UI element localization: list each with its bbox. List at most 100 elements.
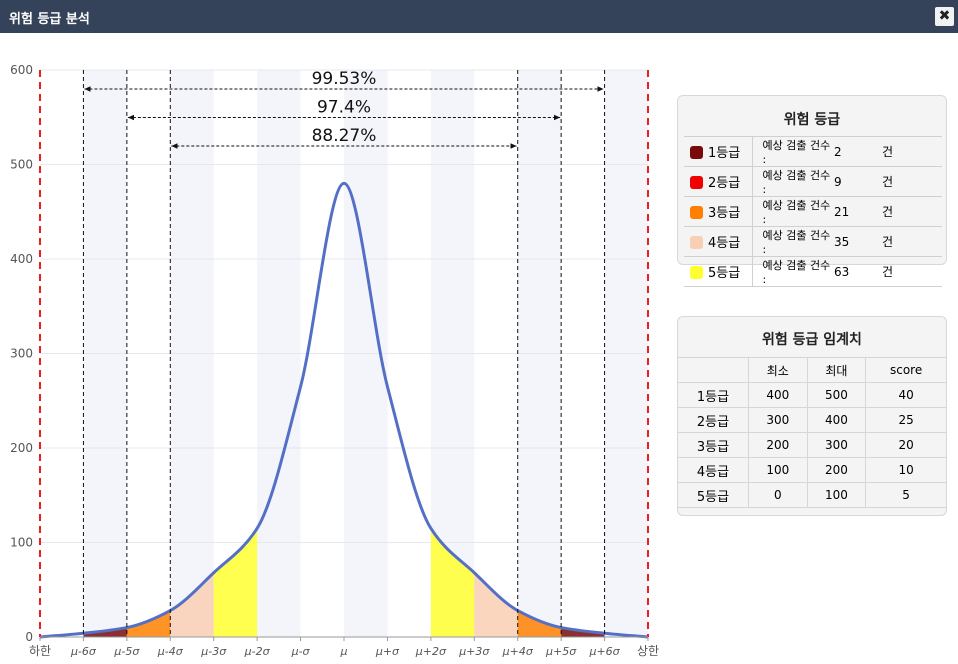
x-tick-label: μ+σ — [375, 645, 400, 658]
count-value: 63 — [834, 256, 882, 287]
x-tick-label: 하한 — [29, 644, 51, 658]
x-tick-label: μ+2σ — [415, 645, 447, 658]
threshold-max-cell: 500 — [806, 382, 867, 408]
count-value: 9 — [834, 166, 882, 197]
x-tick-label: μ-4σ — [157, 645, 184, 658]
threshold-min-cell: 300 — [748, 407, 808, 433]
x-tick-label: μ — [340, 645, 348, 658]
window-titlebar: 위험 등급 분석 ✖ — [0, 0, 958, 33]
threshold-min-cell: 100 — [748, 457, 808, 483]
count-label: 예상 검출 건수 : — [752, 136, 834, 167]
grade-region-fill — [430, 528, 475, 637]
count-unit: 건 — [882, 196, 942, 227]
grade-panel: 위험 등급 1등급 예상 검출 건수 :2 건 2등급 예상 검출 건수 :9 건 3등급 예… — [677, 95, 947, 287]
threshold-max-cell: 300 — [806, 432, 867, 458]
grade-name-cell: 4등급 — [684, 226, 753, 257]
threshold-grade-cell: 1등급 — [678, 382, 749, 408]
count-value: 21 — [834, 196, 882, 227]
threshold-header-cell: score — [865, 357, 946, 383]
window-title: 위험 등급 분석 — [9, 12, 90, 27]
threshold-min-cell: 200 — [748, 432, 808, 458]
threshold-max-cell: 200 — [806, 457, 867, 483]
count-label: 예상 검출 건수 : — [752, 196, 834, 227]
grade-swatch — [690, 206, 703, 219]
x-tick-label: μ-2σ — [244, 645, 271, 658]
close-icon[interactable]: ✖ — [935, 7, 954, 26]
count-label: 예상 검출 건수 : — [752, 256, 834, 287]
y-tick-label: 200 — [10, 441, 33, 455]
threshold-row: 2등급 300 400 25 — [678, 407, 946, 433]
coverage-span-label: 88.27% — [312, 126, 377, 146]
threshold-score-cell: 20 — [865, 432, 946, 458]
x-tick-label: μ+6σ — [588, 645, 620, 658]
threshold-score-cell: 40 — [865, 382, 946, 408]
grade-name-cell: 1등급 — [684, 136, 753, 167]
threshold-table: 최소 최대 score 1등급 400 500 40 2등급 300 400 25 3등급 200 30… — [678, 357, 946, 508]
threshold-row: 5등급 0 100 5 — [678, 482, 946, 508]
distribution-chart: 99.53% 97.4% 88.27% 0 100 200 300 400 500 600 하한… — [10, 63, 659, 658]
grade-table: 1등급 예상 검출 건수 :2 건 2등급 예상 검출 건수 :9 건 3등급 예상 검출 건… — [684, 136, 942, 287]
grade-name: 1등급 — [708, 146, 741, 161]
grade-name-cell: 2등급 — [684, 166, 753, 197]
y-tick-label: 100 — [10, 536, 33, 550]
x-tick-label: 상한 — [637, 644, 659, 658]
threshold-grade-cell: 5등급 — [678, 482, 749, 508]
threshold-score-cell: 25 — [865, 407, 946, 433]
threshold-score-cell: 5 — [865, 482, 946, 508]
threshold-max-cell: 100 — [806, 482, 867, 508]
threshold-min-cell: 0 — [748, 482, 808, 508]
y-tick-label: 600 — [10, 63, 33, 77]
threshold-max-cell: 400 — [806, 407, 867, 433]
grade-panel-title: 위험 등급 — [783, 112, 841, 128]
x-tick-label: μ-3σ — [200, 645, 227, 658]
threshold-score-cell: 10 — [865, 457, 946, 483]
grade-name-cell: 3등급 — [684, 196, 753, 227]
count-unit: 건 — [882, 226, 942, 257]
grade-name: 2등급 — [708, 176, 741, 191]
count-unit: 건 — [882, 256, 942, 287]
x-tick-label: μ+4σ — [502, 645, 534, 658]
grade-region-fill — [474, 572, 518, 637]
y-tick-label: 400 — [10, 252, 33, 266]
count-label: 예상 검출 건수 : — [752, 226, 834, 257]
threshold-header-cell: 최대 — [806, 357, 867, 383]
y-tick-label: 500 — [10, 158, 33, 172]
threshold-header-cell — [678, 357, 749, 383]
grade-swatch — [690, 176, 703, 189]
grade-row: 4등급 예상 검출 건수 :35 건 — [684, 226, 942, 257]
grade-row: 3등급 예상 검출 건수 :21 건 — [684, 196, 942, 227]
grade-name: 5등급 — [708, 266, 741, 281]
threshold-panel-title: 위험 등급 임계치 — [762, 332, 862, 348]
y-tick-label: 300 — [10, 347, 33, 361]
count-unit: 건 — [882, 136, 942, 167]
threshold-panel: 위험 등급 임계치 최소 최대 score 1등급 400 500 40 2등급 300 400… — [677, 316, 947, 516]
count-value: 35 — [834, 226, 882, 257]
x-tick-label: μ-6σ — [70, 645, 97, 658]
x-tick-label: μ-σ — [291, 645, 311, 658]
threshold-row: 3등급 200 300 20 — [678, 432, 946, 458]
threshold-header-cell: 최소 — [748, 357, 808, 383]
coverage-span-label: 97.4% — [317, 98, 371, 118]
threshold-min-cell: 400 — [748, 382, 808, 408]
grade-swatch — [690, 236, 703, 249]
grade-name-cell: 5등급 — [684, 256, 753, 287]
count-value: 2 — [834, 136, 882, 167]
x-tick-label: μ-5σ — [113, 645, 140, 658]
grade-region-fill — [213, 528, 258, 637]
grade-region-fill — [170, 572, 214, 637]
threshold-row: 4등급 100 200 10 — [678, 457, 946, 483]
coverage-span-label: 99.53% — [312, 69, 377, 89]
distribution-curve — [39, 181, 649, 639]
count-unit: 건 — [882, 166, 942, 197]
y-tick-label: 0 — [25, 630, 33, 644]
grade-name: 3등급 — [708, 206, 741, 221]
grade-swatch — [690, 266, 703, 279]
grade-name: 4등급 — [708, 236, 741, 251]
count-label: 예상 검출 건수 : — [752, 166, 834, 197]
grade-swatch — [690, 146, 703, 159]
threshold-grade-cell: 4등급 — [678, 457, 749, 483]
threshold-grade-cell: 3등급 — [678, 432, 749, 458]
x-tick-label: μ+3σ — [458, 645, 490, 658]
